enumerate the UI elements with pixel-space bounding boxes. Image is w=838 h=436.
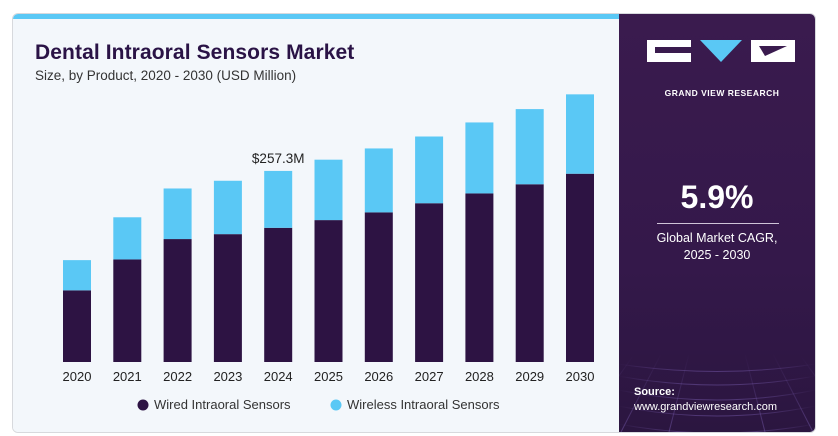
cagr-label: Global Market CAGR, 2025 - 2030 [619, 230, 815, 264]
x-tick-label: 2027 [415, 369, 444, 384]
info-sidebar: GRAND VIEW RESEARCH 5.9% Global Market C… [619, 14, 815, 432]
bar-wired-2023 [213, 234, 242, 362]
legend-label: Wireless Intraoral Sensors [347, 397, 500, 412]
bar-wired-2025 [314, 220, 343, 362]
bar-wired-2028 [465, 193, 494, 362]
x-tick-label: 2028 [465, 369, 494, 384]
data-label: $257.3M [252, 151, 305, 166]
bar-chart: 2020 2021 2022 2023 2024 $257.3M 2025 2026 2027 2… [63, 94, 595, 412]
bar-wireless-2022 [163, 188, 192, 240]
bar-wired-2024 [264, 227, 293, 362]
chart-card: Dental Intraoral Sensors Market Size, by… [12, 13, 816, 433]
bar-wireless-2029 [515, 109, 544, 185]
bar-wired-2030 [566, 173, 594, 362]
bar-wired-2026 [364, 212, 393, 362]
x-tick-label: 2020 [63, 369, 92, 384]
x-tick-label: 2023 [213, 369, 242, 384]
grid-decoration [619, 353, 815, 432]
x-tick-label: 2030 [566, 369, 595, 384]
source-url: www.grandviewresearch.com [634, 401, 778, 413]
divider [657, 223, 779, 224]
bar-wireless-2027 [415, 136, 444, 204]
chart-title: Dental Intraoral Sensors Market [35, 41, 355, 64]
grand-view-research-logo: GRAND VIEW RESEARCH [647, 38, 797, 98]
bar-wired-2020 [63, 290, 91, 362]
cagr-value: 5.9% [680, 179, 754, 215]
x-tick-label: 2026 [364, 369, 393, 384]
accent-bar [13, 14, 619, 19]
bar-wired-2027 [415, 203, 444, 362]
legend-label: Wired Intraoral Sensors [154, 397, 291, 412]
logo-mark-icon [647, 40, 795, 62]
brand-name: GRAND VIEW RESEARCH [664, 88, 780, 98]
bar-wireless-2021 [113, 217, 142, 260]
legend-marker [330, 399, 342, 411]
bar-wired-2029 [515, 184, 544, 362]
x-tick-label: 2029 [515, 369, 544, 384]
bar-wireless-2026 [364, 148, 393, 213]
x-tick-label: 2025 [314, 369, 343, 384]
bar-wireless-2025 [314, 159, 343, 221]
chart-panel: Dental Intraoral Sensors Market Size, by… [13, 19, 619, 432]
chart-subtitle: Size, by Product, 2020 - 2030 (USD Milli… [35, 68, 297, 83]
bar-wired-2021 [113, 259, 142, 362]
bar-wireless-2024 [264, 170, 293, 228]
source-label: Source: [634, 386, 675, 398]
x-tick-label: 2024 [264, 369, 293, 384]
x-tick-label: 2022 [163, 369, 192, 384]
cagr-label-line2: 2025 - 2030 [683, 248, 751, 262]
cagr-label-line1: Global Market CAGR, [656, 231, 778, 245]
bar-wired-2022 [163, 239, 192, 362]
x-tick-label: 2021 [113, 369, 142, 384]
legend-marker [137, 399, 149, 411]
bar-wireless-2023 [213, 180, 242, 235]
bar-wireless-2028 [465, 122, 494, 194]
bar-wireless-2030 [566, 94, 594, 174]
bar-wireless-2020 [63, 260, 91, 291]
